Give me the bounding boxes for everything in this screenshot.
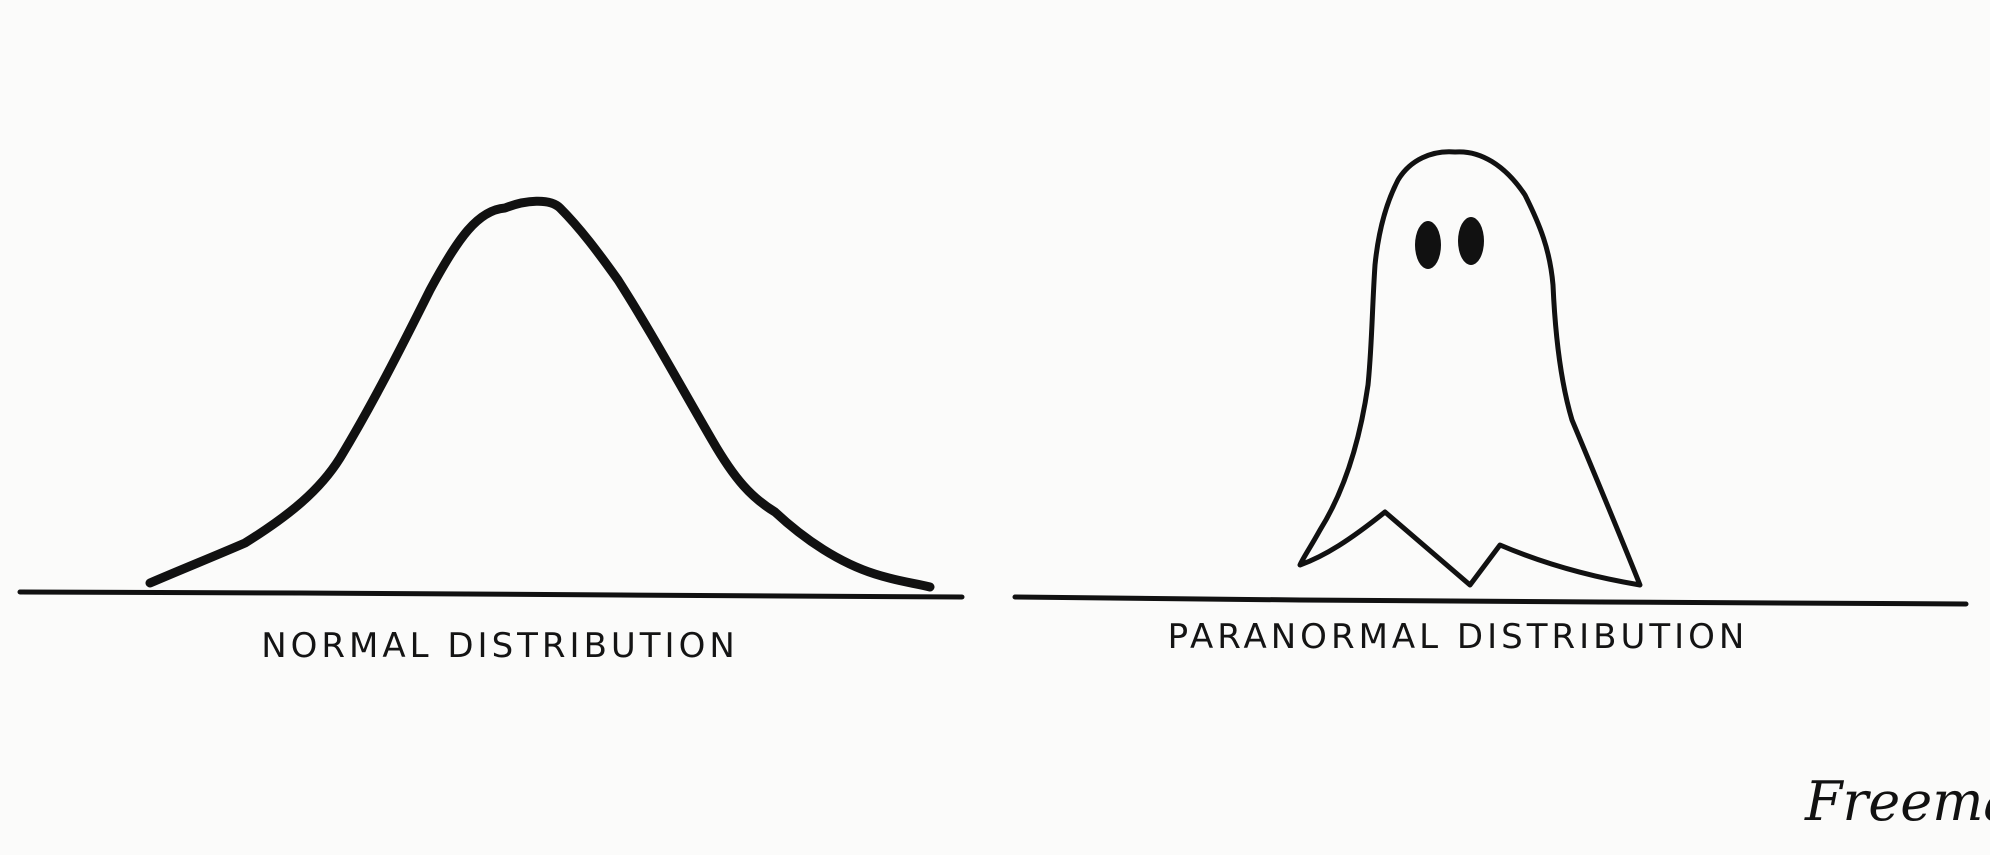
ghost-left-eye — [1415, 221, 1441, 269]
ghost-outline — [1297, 149, 1643, 588]
right-baseline — [1012, 594, 1969, 607]
right-panel: PARANORMAL DISTRIBUTION — [1012, 149, 1969, 657]
left-panel: NORMAL DISTRIBUTION — [17, 196, 965, 666]
left-caption: NORMAL DISTRIBUTION — [261, 626, 739, 666]
ghost-right-eye — [1458, 217, 1484, 265]
left-baseline — [17, 589, 965, 600]
right-caption: PARANORMAL DISTRIBUTION — [1168, 617, 1749, 657]
artist-signature: Freeman. — [1804, 770, 1990, 833]
bell-curve — [145, 196, 935, 592]
